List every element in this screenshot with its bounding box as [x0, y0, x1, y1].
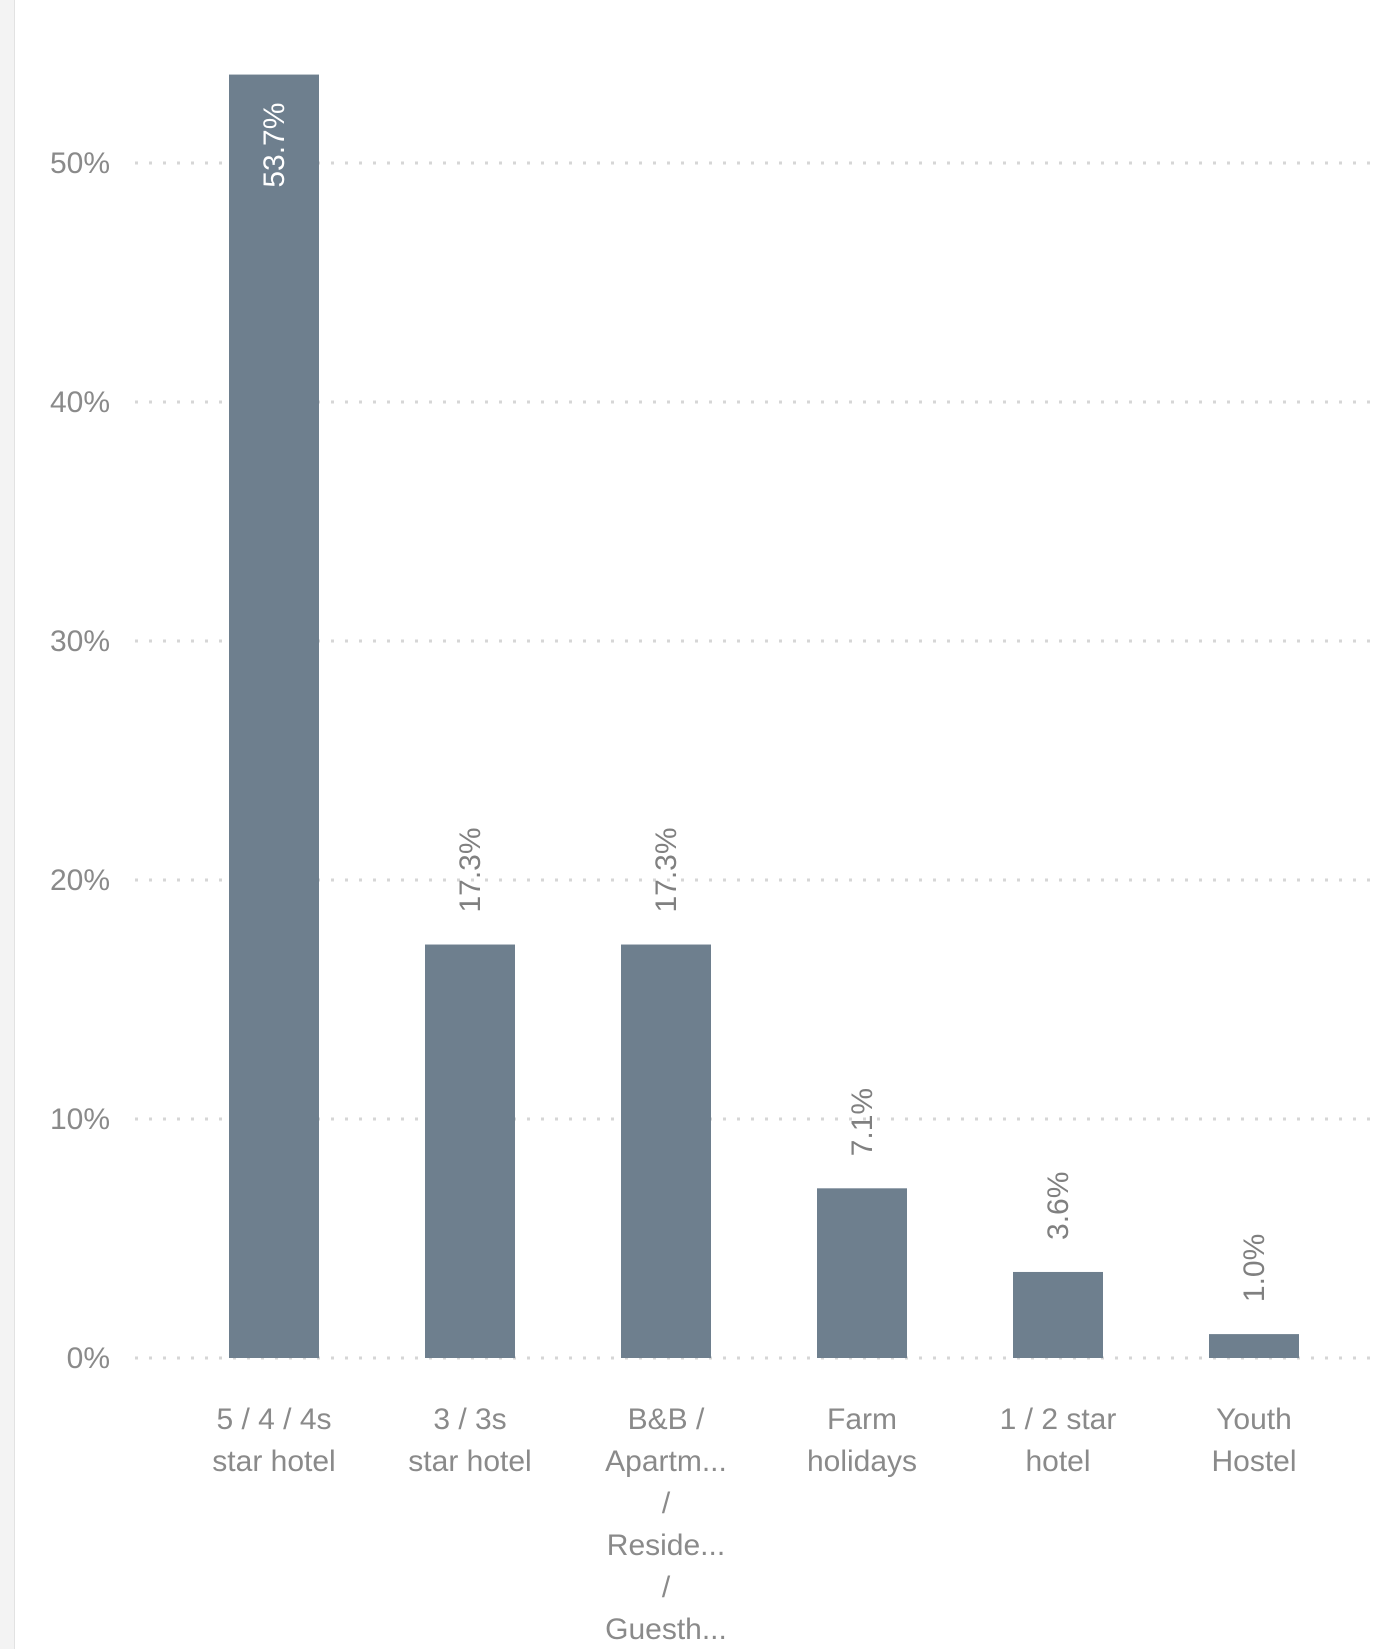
y-tick-label: 50% [50, 147, 110, 180]
y-tick-label: 20% [50, 864, 110, 897]
bar [1013, 1271, 1103, 1358]
x-tick-label: Farm holidays [807, 1403, 917, 1478]
bar [425, 944, 515, 1358]
bar-value-label: 17.3% [454, 827, 487, 912]
x-tick-label: Youth Hostel [1211, 1403, 1296, 1478]
x-tick-label: 5 / 4 / 4s star hotel [212, 1403, 335, 1478]
x-tick-label-line: / [662, 1571, 671, 1604]
bar [621, 944, 711, 1358]
y-tick-label: 10% [50, 1103, 110, 1136]
y-tick-label: 30% [50, 625, 110, 658]
left-panel-edge [0, 0, 15, 1649]
bar [1209, 1334, 1299, 1358]
x-tick-label: B&B / Apartm... / Reside... / Guesth... [605, 1403, 727, 1646]
x-tick-label-line: 3 / 3s [433, 1403, 506, 1436]
x-tick-label-line: B&B / [628, 1403, 705, 1436]
x-tick-label-line: Apartm... [605, 1445, 727, 1478]
x-tick-label-line: 1 / 2 star [1000, 1403, 1117, 1436]
x-tick-label-line: Farm [827, 1403, 897, 1436]
bar-value-labels: 53.7% 17.3% 17.3% 7.1% 3.6% 1.0% [258, 103, 1271, 1303]
bar [817, 1188, 907, 1358]
x-tick-label-line: Guesth... [605, 1613, 727, 1646]
x-tick-label: 1 / 2 star hotel [1000, 1403, 1117, 1478]
x-tick-label-line: / [662, 1487, 671, 1520]
x-tick-label-line: star hotel [212, 1445, 335, 1478]
x-tick-label-line: Hostel [1211, 1445, 1296, 1478]
x-tick-label-line: Youth [1216, 1403, 1292, 1436]
x-tick-label-line: star hotel [408, 1445, 531, 1478]
bar [229, 74, 319, 1359]
x-tick-label: 3 / 3s star hotel [408, 1403, 531, 1478]
bars [229, 74, 1299, 1359]
y-axis: 0% 10% 20% 30% 40% 50% [50, 147, 110, 1375]
x-tick-label-line: hotel [1025, 1445, 1090, 1478]
x-tick-label-line: Reside... [607, 1529, 725, 1562]
bar-value-label: 53.7% [258, 103, 291, 188]
bar-value-label: 7.1% [846, 1088, 879, 1156]
y-tick-label: 0% [67, 1342, 110, 1375]
x-tick-label-line: 5 / 4 / 4s [216, 1403, 331, 1436]
bar-value-label: 3.6% [1042, 1172, 1075, 1240]
x-axis: 5 / 4 / 4s star hotel 3 / 3s star hotel B&B … [212, 1403, 1296, 1646]
y-tick-label: 40% [50, 386, 110, 419]
bar-value-label: 17.3% [650, 827, 683, 912]
gridlines [135, 161, 1374, 1360]
x-tick-label-line: holidays [807, 1445, 917, 1478]
bar-value-label: 1.0% [1238, 1234, 1271, 1302]
